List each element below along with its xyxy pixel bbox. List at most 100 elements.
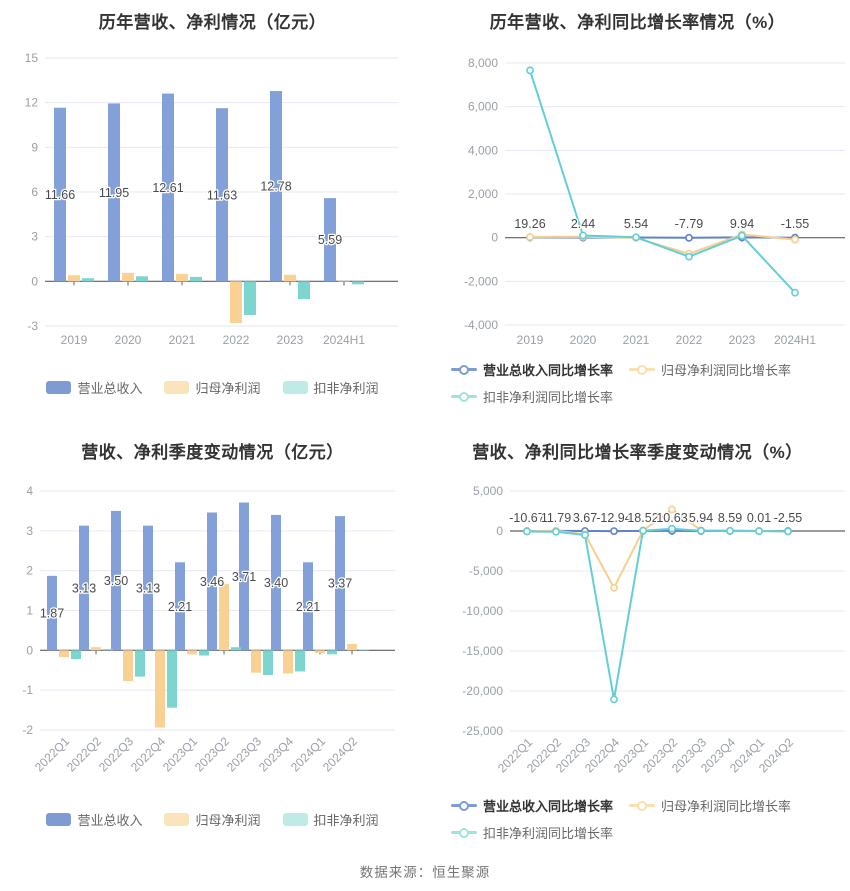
legend-line-marker-icon bbox=[451, 391, 477, 403]
legend-item-营业总收入[interactable]: 营业总收入 bbox=[46, 378, 142, 397]
marker-归母净利润同比增长率 bbox=[668, 505, 676, 514]
value-label: 12.78 bbox=[260, 180, 291, 194]
bar-扣非净利润 bbox=[298, 281, 310, 300]
y-axis-tick-label: 0 bbox=[31, 274, 38, 288]
legend-label: 营业总收入同比增长率 bbox=[483, 363, 614, 378]
value-label: -1.55 bbox=[781, 217, 810, 231]
marker-归母净利润同比增长率 bbox=[610, 583, 618, 592]
bar-归母净利润 bbox=[315, 650, 325, 654]
legend-item-营业总收入同比增长率[interactable]: 营业总收入同比增长率 bbox=[451, 360, 613, 379]
bar-营业总收入 bbox=[143, 525, 153, 651]
bar-营业总收入 bbox=[111, 510, 121, 651]
bar-扣非净利润 bbox=[136, 276, 148, 282]
y-axis-tick-label: 3 bbox=[31, 230, 38, 244]
bar-扣非净利润 bbox=[359, 649, 369, 651]
line-扣非净利润同比增长率 bbox=[526, 527, 789, 701]
value-label: 3.46 bbox=[200, 575, 224, 589]
legend-item-归母净利润同比增长率[interactable]: 归母净利润同比增长率 bbox=[629, 360, 791, 379]
x-axis-tick-label: 2020 bbox=[570, 333, 597, 347]
value-label: 2.21 bbox=[296, 600, 320, 614]
value-label: 9.94 bbox=[730, 217, 754, 231]
y-axis-tick-label: 9 bbox=[31, 140, 38, 154]
line-扣非净利润同比增长率 bbox=[529, 69, 796, 294]
legend-item-扣非净利润[interactable]: 扣非净利润 bbox=[282, 810, 379, 829]
marker-扣非净利润同比增长率 bbox=[579, 231, 587, 240]
x-axis-tick-label: 2022 bbox=[223, 333, 250, 347]
value-label: 3.37 bbox=[328, 577, 352, 591]
bar-归母净利润 bbox=[283, 650, 293, 674]
chart-title-quarterly-growth: 营收、净利同比增长率季度变动情况（%） bbox=[472, 443, 803, 462]
value-label: 11.79 bbox=[541, 511, 571, 525]
marker-营业总收入同比增长率 bbox=[610, 527, 618, 536]
value-label: 3.71 bbox=[232, 570, 256, 584]
bar-营业总收入 bbox=[216, 108, 228, 282]
legend-item-归母净利润同比增长率[interactable]: 归母净利润同比增长率 bbox=[629, 796, 791, 815]
legend-swatch-icon bbox=[46, 381, 72, 394]
bar-营业总收入 bbox=[79, 525, 89, 651]
legend-swatch-icon bbox=[164, 381, 190, 394]
bar-归母净利润 bbox=[122, 272, 134, 282]
marker-扣非净利润同比增长率 bbox=[791, 288, 799, 297]
y-axis-tick-label: 0 bbox=[496, 524, 503, 538]
y-axis-tick-label: -4,000 bbox=[464, 318, 498, 332]
bar-扣非净利润 bbox=[199, 650, 209, 656]
marker-扣非净利润同比增长率 bbox=[668, 524, 676, 533]
legend-label: 营业总收入同比增长率 bbox=[483, 799, 614, 814]
value-label: 5.59 bbox=[318, 233, 342, 247]
legend-item-归母净利润[interactable]: 归母净利润 bbox=[164, 810, 261, 829]
legend-label: 扣非净利润同比增长率 bbox=[483, 390, 614, 405]
value-label: 10.63 bbox=[656, 511, 687, 525]
marker-营业总收入同比增长率 bbox=[685, 233, 693, 242]
bar-归母净利润 bbox=[251, 650, 261, 673]
y-axis-tick-label: 1 bbox=[26, 604, 33, 618]
x-axis-tick-label: 2021 bbox=[623, 333, 650, 347]
chart-panel-quarterly-amounts: 营收、净利季度变动情况（亿元） 4 3 2 1 0 -1 -2 2022Q1 2022Q2 202… bbox=[0, 430, 425, 855]
value-label: 8.59 bbox=[718, 511, 742, 525]
y-axis-tick-label: -15,000 bbox=[462, 644, 503, 658]
legend-item-归母净利润[interactable]: 归母净利润 bbox=[164, 378, 261, 397]
legend-item-扣非净利润同比增长率[interactable]: 扣非净利润同比增长率 bbox=[451, 387, 613, 406]
legend-item-扣非净利润同比增长率[interactable]: 扣非净利润同比增长率 bbox=[451, 823, 613, 842]
y-axis-tick-label: 2 bbox=[26, 564, 33, 578]
y-axis-tick-label: 0 bbox=[26, 643, 33, 657]
x-axis-tick-label: 2023 bbox=[729, 333, 756, 347]
chart-title-annual-growth: 历年营收、净利同比增长率情况（%） bbox=[489, 13, 786, 32]
bar-扣非净利润 bbox=[167, 650, 177, 708]
legend-label: 扣非净利润 bbox=[313, 381, 379, 396]
y-axis-tick-label: 5,000 bbox=[473, 484, 503, 498]
value-label: 11.63 bbox=[207, 188, 237, 202]
marker-扣非净利润同比增长率 bbox=[526, 66, 534, 75]
quarterly-amounts-plot: 43210-1-22022Q12022Q22022Q32022Q42023Q12… bbox=[22, 484, 395, 774]
value-label: 11.66 bbox=[45, 188, 75, 202]
bar-扣非净利润 bbox=[71, 650, 81, 660]
value-label: -7.79 bbox=[675, 217, 704, 231]
y-axis-tick-label: 12 bbox=[25, 96, 39, 110]
bar-归母净利润 bbox=[91, 647, 101, 651]
bar-营业总收入 bbox=[47, 575, 57, 651]
value-label: 3.67 bbox=[573, 511, 597, 525]
value-label: 3.40 bbox=[264, 576, 288, 590]
bar-营业总收入 bbox=[271, 514, 281, 651]
y-axis-tick-label: -1 bbox=[22, 683, 33, 697]
bar-归母净利润 bbox=[230, 281, 242, 324]
legend-item-营业总收入[interactable]: 营业总收入 bbox=[46, 810, 142, 829]
legend-swatch-icon bbox=[282, 381, 308, 394]
y-axis-tick-label: 4,000 bbox=[468, 143, 498, 157]
x-axis-tick-label: 2019 bbox=[517, 333, 544, 347]
value-label: -10.67 bbox=[509, 511, 544, 525]
marker-归母净利润同比增长率 bbox=[791, 235, 799, 244]
legend-swatch-icon bbox=[164, 813, 190, 826]
bar-归母净利润 bbox=[187, 650, 197, 655]
value-label: 1.87 bbox=[40, 607, 64, 621]
x-axis-tick-label: 2019 bbox=[61, 333, 88, 347]
y-axis-tick-label: -10,000 bbox=[462, 604, 503, 618]
bar-扣非净利润 bbox=[327, 650, 337, 655]
legend-item-扣非净利润[interactable]: 扣非净利润 bbox=[282, 378, 379, 397]
annual-amounts-legend: 营业总收入 归母净利润 扣非净利润 bbox=[0, 378, 425, 397]
annual-growth-plot: 8,000 6,000 4,000 2,000 0 -2,000 -4,000 2019 202… bbox=[464, 56, 845, 347]
legend-item-营业总收入同比增长率[interactable]: 营业总收入同比增长率 bbox=[451, 796, 613, 815]
x-axis-tick-label: 2022Q2 bbox=[64, 734, 104, 774]
bar-归母净利润 bbox=[347, 643, 357, 651]
legend-label: 归母净利润 bbox=[195, 813, 261, 828]
